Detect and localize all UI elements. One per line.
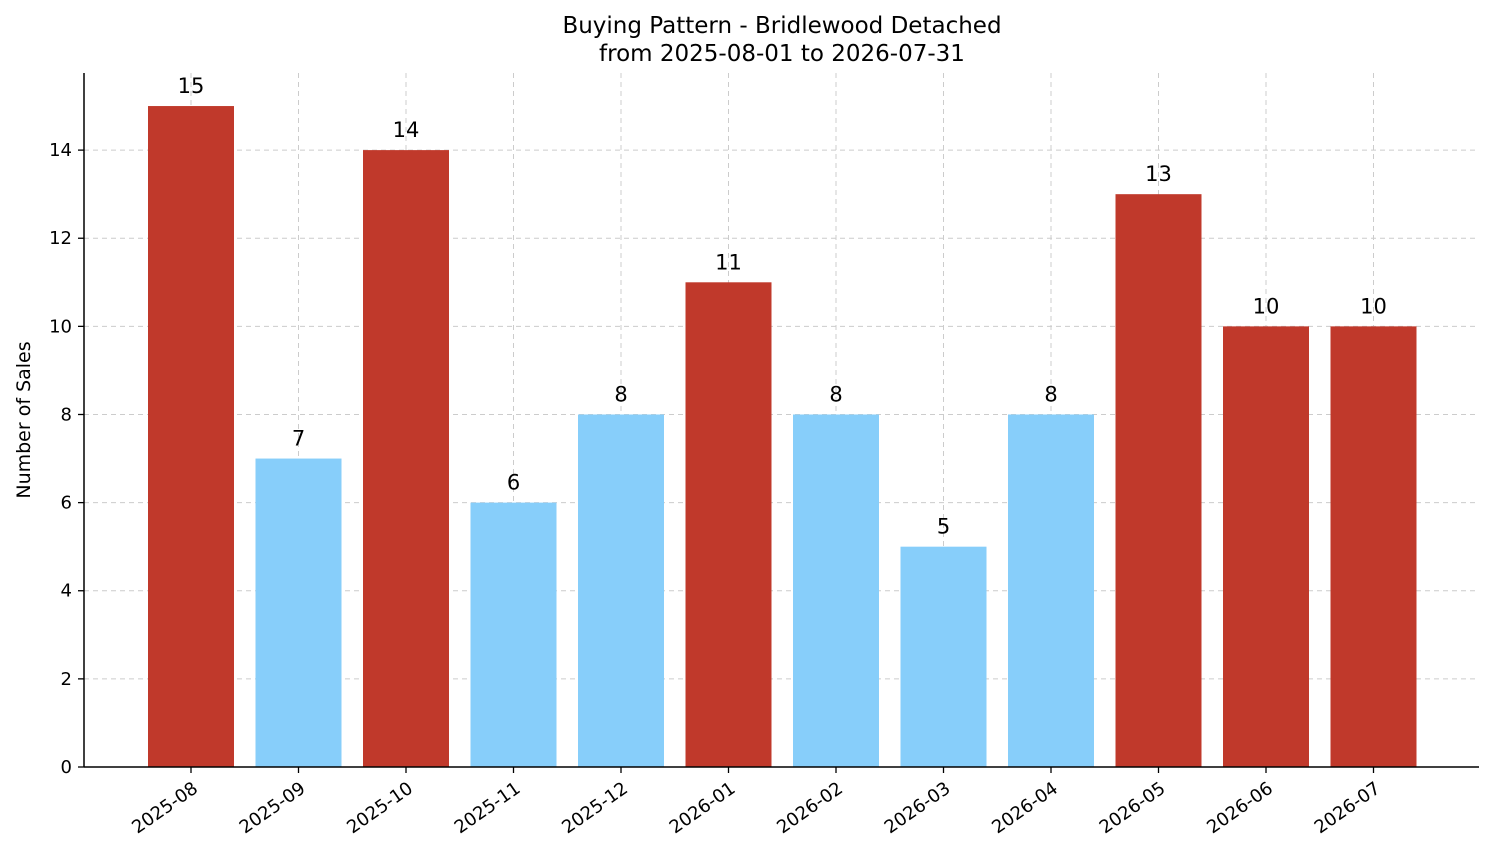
x-tick-label: 2026-06 [1203, 778, 1277, 838]
bar [685, 282, 772, 767]
bar [363, 150, 449, 768]
data-label: 8 [829, 382, 842, 406]
data-label: 13 [1145, 162, 1172, 186]
data-labels: 15 7 14 6 8 11 8 5 8 13 10 10 [178, 74, 1387, 539]
bar [578, 414, 664, 767]
x-tick-label: 2025-12 [558, 778, 632, 838]
y-tick-label: 8 [61, 404, 72, 425]
chart-subtitle: from 2025-08-01 to 2026-07-31 [599, 41, 965, 67]
bar [148, 106, 234, 768]
data-label: 11 [715, 250, 742, 274]
data-label: 10 [1253, 294, 1280, 318]
data-label: 5 [937, 515, 950, 539]
bar [1008, 414, 1094, 767]
y-axis-title: Number of Sales [13, 341, 35, 498]
data-label: 8 [1044, 382, 1057, 406]
data-label: 15 [178, 74, 205, 98]
x-tick-label: 2026-03 [881, 778, 955, 838]
x-ticks: 2025-08 2025-09 2025-10 2025-11 2025-12 2026-… [128, 767, 1384, 838]
axes [83, 73, 1479, 768]
bar [470, 502, 557, 767]
y-tick-label: 0 [61, 757, 72, 778]
bar [255, 458, 342, 767]
y-ticks: 0 2 4 6 8 10 12 14 [49, 140, 84, 778]
bars [148, 106, 1417, 768]
x-tick-label: 2025-08 [128, 778, 202, 838]
bar [1115, 194, 1202, 767]
y-tick-label: 12 [49, 228, 72, 249]
x-tick-label: 2026-05 [1096, 778, 1170, 838]
bar [900, 546, 987, 767]
y-tick-label: 10 [49, 316, 72, 337]
x-tick-label: 2026-02 [773, 778, 847, 838]
data-label: 8 [614, 382, 627, 406]
bar [793, 414, 879, 767]
x-tick-label: 2025-09 [236, 778, 310, 838]
data-label: 6 [507, 471, 520, 495]
y-tick-label: 2 [61, 669, 72, 690]
bar [1223, 326, 1309, 767]
x-tick-label: 2026-04 [988, 778, 1062, 838]
data-label: 7 [292, 427, 305, 451]
chart-title: Buying Pattern - Bridlewood Detached [562, 13, 1001, 39]
x-tick-label: 2025-10 [343, 778, 417, 838]
y-tick-label: 6 [61, 493, 72, 514]
x-tick-label: 2026-07 [1311, 778, 1385, 838]
bar [1330, 326, 1417, 767]
x-tick-label: 2025-11 [451, 778, 525, 838]
y-tick-label: 14 [49, 140, 72, 161]
data-label: 14 [393, 118, 420, 142]
data-label: 10 [1360, 294, 1387, 318]
y-tick-label: 4 [61, 581, 72, 602]
x-tick-label: 2026-01 [666, 778, 740, 838]
